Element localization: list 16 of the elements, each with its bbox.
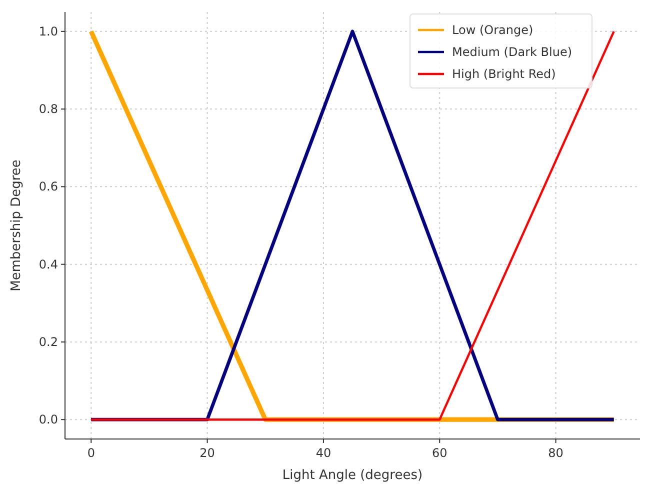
x-tick-label: 40 [316, 446, 332, 460]
y-tick-label: 0.6 [38, 180, 58, 194]
y-axis-title: Membership Degree [9, 160, 24, 292]
x-tick-label: 60 [432, 446, 448, 460]
y-tick-label: 0.8 [38, 102, 58, 116]
legend-label: Low (Orange) [452, 23, 534, 37]
x-tick-label: 0 [87, 446, 95, 460]
y-tick-label: 0.0 [38, 412, 58, 427]
legend-label: Medium (Dark Blue) [452, 45, 572, 59]
y-tick-label: 0.4 [38, 257, 58, 272]
legend-label: High (Bright Red) [452, 67, 556, 81]
x-tick-label: 80 [548, 446, 564, 460]
y-tick-label: 1.0 [38, 24, 58, 38]
y-tick-label: 0.2 [38, 334, 58, 349]
x-tick-label: 20 [200, 446, 215, 460]
x-axis-title: Light Angle (degrees) [282, 468, 423, 483]
